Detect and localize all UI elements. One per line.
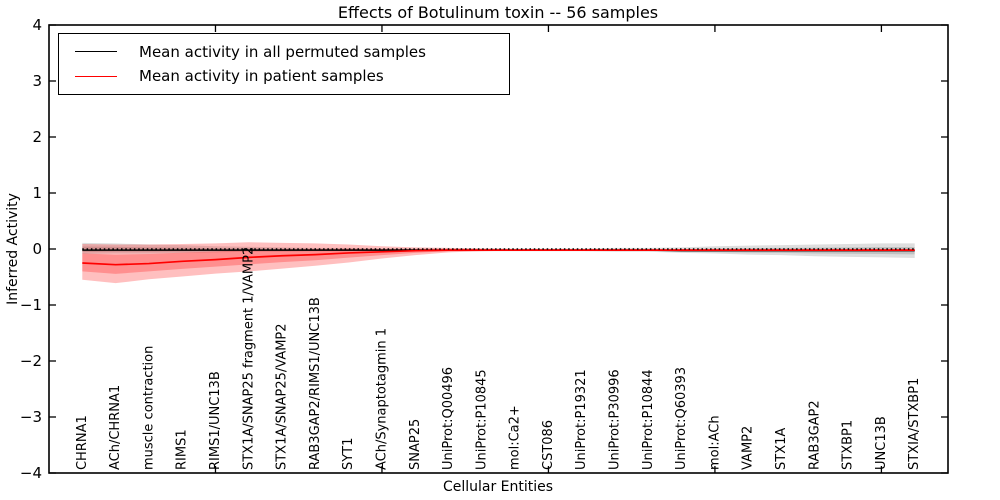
x-category-label: STX1A/SNAP25 fragment 1/VAMP2 — [241, 247, 256, 470]
x-category-label: CHRNA1 — [75, 415, 90, 470]
x-category-label: UniProt:Q00496 — [441, 367, 456, 470]
x-category-label: ACh/CHRNA1 — [108, 385, 123, 470]
y-tick-label: 0 — [32, 240, 42, 258]
x-category-label: STX1A/SNAP25/VAMP2 — [275, 323, 290, 470]
x-category-label: ACh/Synaptotagmin 1 — [374, 328, 389, 470]
y-tick-label: 1 — [32, 184, 42, 202]
chart-title: Effects of Botulinum toxin -- 56 samples — [337, 3, 659, 22]
legend-label-patient: Mean activity in patient samples — [139, 67, 384, 86]
x-category-label: UniProt:P10845 — [474, 369, 489, 470]
x-category-label: UNC13B — [874, 416, 889, 470]
patient-line-swatch-icon — [75, 75, 117, 77]
x-category-label: UniProt:Q60393 — [674, 367, 689, 470]
y-tick-label: −1 — [20, 296, 42, 314]
legend-label-permuted: Mean activity in all permuted samples — [139, 42, 426, 61]
y-tick-label: 3 — [32, 72, 42, 90]
x-category-label: UniProt:P19321 — [574, 369, 589, 470]
permuted-line-swatch-icon — [75, 51, 117, 53]
x-category-label: CST086 — [541, 420, 556, 470]
legend-item-patient: Mean activity in patient samples — [59, 67, 509, 85]
x-category-label: RIMS1/UNC13B — [208, 371, 223, 470]
legend-item-permuted: Mean activity in all permuted samples — [59, 43, 509, 61]
patient-band-outer — [82, 242, 915, 284]
x-category-label: SNAP25 — [408, 419, 423, 470]
x-category-label: RIMS1 — [175, 429, 190, 470]
x-category-label: STXBP1 — [841, 420, 856, 470]
x-category-label: SYT1 — [341, 438, 356, 470]
patient-mean-line — [82, 249, 915, 266]
y-tick-label: −4 — [20, 464, 42, 482]
x-category-label: RAB3GAP2 — [807, 400, 822, 470]
y-axis-label: Inferred Activity — [5, 193, 21, 305]
y-tick-label: 4 — [32, 16, 42, 34]
y-tick-label: −2 — [20, 352, 42, 370]
x-category-label: VAMP2 — [741, 426, 756, 470]
x-category-label: mol:ACh — [707, 415, 722, 470]
x-category-label: UniProt:P10844 — [641, 369, 656, 470]
x-category-label: STXIA/STXBP1 — [907, 378, 922, 470]
legend: Mean activity in all permuted samples Me… — [58, 33, 510, 95]
x-category-label: muscle contraction — [141, 346, 156, 470]
y-tick-label: 2 — [32, 128, 42, 146]
x-category-label: mol:Ca2+ — [508, 405, 523, 470]
x-category-label: UniProt:P30996 — [608, 369, 623, 470]
y-tick-label: −3 — [20, 408, 42, 426]
x-axis-label: Cellular Entities — [442, 479, 554, 495]
x-category-label: STX1A — [774, 428, 789, 470]
x-category-label: RAB3GAP2/RIMS1/UNC13B — [308, 297, 323, 470]
